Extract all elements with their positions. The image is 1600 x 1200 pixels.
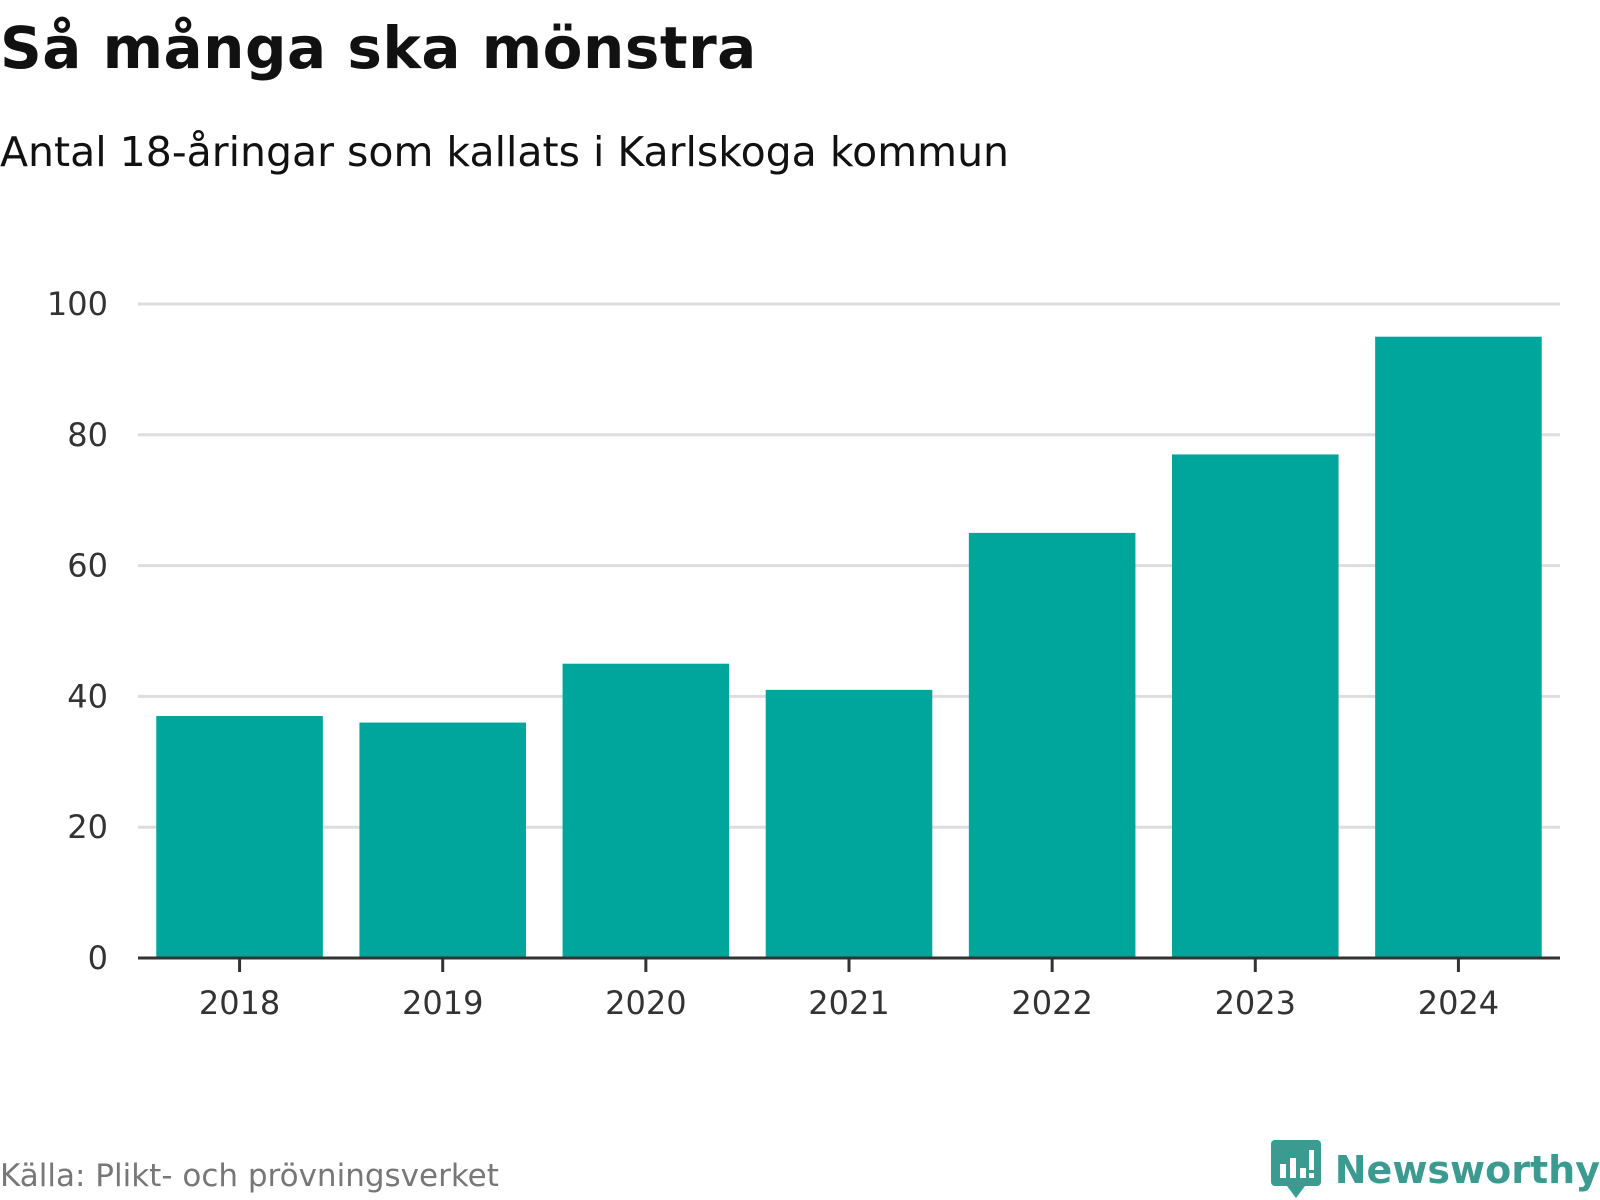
bar-2024 xyxy=(1375,336,1542,958)
y-tick-label-40: 40 xyxy=(67,677,108,715)
newsworthy-logo-icon xyxy=(1270,1140,1321,1198)
bar-2019 xyxy=(359,722,527,958)
x-tick-label-2024: 2024 xyxy=(1418,984,1499,1022)
x-tick-label-2022: 2022 xyxy=(1011,984,1092,1022)
x-tick-label-2023: 2023 xyxy=(1215,984,1296,1022)
bar-chart: 0 20 40 60 80 100 2018 2019 2020 2021 2022 2023 2024 xyxy=(47,285,1560,1022)
y-tick-label-80: 80 xyxy=(67,416,108,454)
y-tick-label-0: 0 xyxy=(88,939,108,977)
bar-2022 xyxy=(968,532,1136,958)
brand-name: Newsworthy xyxy=(1334,1148,1600,1192)
bar-2020 xyxy=(562,663,730,958)
x-tick-label-2020: 2020 xyxy=(605,984,686,1022)
x-axis xyxy=(138,956,1560,972)
brand-logo: Newsworthy xyxy=(1270,1140,1600,1200)
y-tick-label-60: 60 xyxy=(67,547,108,585)
y-tick-label-100: 100 xyxy=(47,285,108,323)
bars xyxy=(156,336,1542,958)
x-tick-label-2018: 2018 xyxy=(199,984,280,1022)
y-tick-label-20: 20 xyxy=(67,808,108,846)
chart-title: Så många ska mönstra xyxy=(0,14,757,82)
x-tick-label-2021: 2021 xyxy=(808,984,889,1022)
bar-2018 xyxy=(156,716,323,958)
bar-2023 xyxy=(1171,454,1339,958)
chart-subtitle: Antal 18-åringar som kallats i Karlskoga… xyxy=(0,128,1010,176)
source-note: Källa: Plikt- och prövningsverket xyxy=(0,1158,499,1194)
x-tick-label-2019: 2019 xyxy=(402,984,483,1022)
bar-2021 xyxy=(765,689,933,958)
tick-labels: 0 20 40 60 80 100 2018 2019 2020 2021 2022 2023 2024 xyxy=(47,285,1499,1022)
